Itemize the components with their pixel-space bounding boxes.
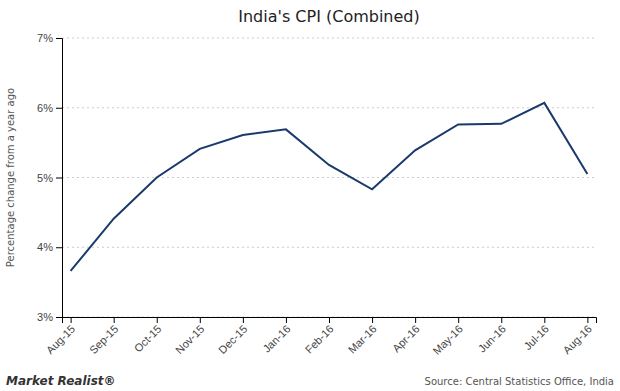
y-axis: 3% 4% 5% 6% 7% xyxy=(37,32,62,323)
x-tick-label: Jul-16 xyxy=(521,323,551,353)
x-tick-mark xyxy=(458,317,459,323)
x-tick-mark xyxy=(286,317,287,323)
source-note: Source: Central Statistics Office, India xyxy=(425,376,614,387)
x-tick-mark xyxy=(71,317,72,323)
y-tick-label: 6% xyxy=(37,102,53,114)
y-tick: 7% xyxy=(37,32,62,44)
grid-line xyxy=(62,177,596,178)
x-tick-label: Dec-15 xyxy=(216,323,250,357)
y-tick-mark xyxy=(56,108,62,109)
x-tick-mark xyxy=(501,317,502,323)
x-tick: Oct-15 xyxy=(132,317,164,354)
x-tick-label: Aug-16 xyxy=(561,323,595,357)
grid-line xyxy=(62,107,596,108)
y-tick-mark xyxy=(56,38,62,39)
x-tick-mark xyxy=(372,317,373,323)
y-tick: 5% xyxy=(37,172,62,184)
x-tick-label: Apr-16 xyxy=(390,323,422,355)
x-tick-label: Aug-15 xyxy=(44,323,78,357)
x-tick-label: Jun-16 xyxy=(476,323,508,355)
x-tick-label: Feb-16 xyxy=(303,323,336,356)
plot-area: 3% 4% 5% 6% 7% Aug-15 Sep-15 Oct-15 Nov-15 Dec-15… xyxy=(37,32,596,357)
x-tick-label: Sep-15 xyxy=(87,323,121,357)
x-tick-mark xyxy=(587,317,588,323)
chart-svg: 3% 4% 5% 6% 7% Aug-15 Sep-15 Oct-15 Nov-15 Dec-15… xyxy=(0,0,620,391)
x-tick: Nov-15 xyxy=(173,317,207,356)
x-tick-mark xyxy=(544,317,545,323)
x-tick-mark xyxy=(114,317,115,323)
x-tick-mark xyxy=(200,317,201,323)
x-tick: Dec-15 xyxy=(216,317,250,356)
x-tick: Aug-15 xyxy=(44,317,78,356)
y-axis-line xyxy=(56,39,63,318)
x-tick-label: Jan-16 xyxy=(260,323,292,355)
x-tick: Feb-16 xyxy=(303,317,336,356)
x-tick-mark xyxy=(243,317,244,323)
watermark: Market Realist® xyxy=(6,374,116,388)
chart-title: India's CPI (Combined) xyxy=(238,7,419,26)
grid xyxy=(62,38,596,317)
data-line xyxy=(71,103,588,271)
x-tick: May-16 xyxy=(430,317,464,357)
y-tick-mark xyxy=(56,178,62,179)
y-tick-label: 7% xyxy=(37,32,53,44)
x-tick: Sep-15 xyxy=(87,317,121,356)
x-tick-label: Nov-15 xyxy=(173,323,207,357)
y-tick-mark xyxy=(56,247,62,248)
x-tick: Aug-16 xyxy=(561,317,595,356)
x-tick-label: Oct-15 xyxy=(132,323,164,355)
y-tick: 4% xyxy=(37,241,62,253)
x-tick-mark xyxy=(329,317,330,323)
grid-line xyxy=(62,38,596,39)
x-tick-mark xyxy=(157,317,158,323)
marks xyxy=(71,103,588,271)
y-tick: 6% xyxy=(37,102,62,114)
y-tick: 3% xyxy=(37,311,62,323)
x-tick: Jun-16 xyxy=(476,317,508,355)
x-tick: Jul-16 xyxy=(521,317,551,352)
y-tick-label: 4% xyxy=(37,241,53,253)
chart-container: 3% 4% 5% 6% 7% Aug-15 Sep-15 Oct-15 Nov-15 Dec-15… xyxy=(0,0,620,391)
x-axis-line xyxy=(63,318,597,324)
grid-line xyxy=(62,247,596,248)
y-tick-label: 3% xyxy=(37,311,53,323)
y-axis-title: Percentage change from a year ago xyxy=(5,88,16,267)
y-tick-mark xyxy=(56,317,62,318)
x-tick-mark xyxy=(415,317,416,323)
x-tick: Apr-16 xyxy=(390,317,422,354)
x-tick-label: Mar-16 xyxy=(346,323,379,356)
y-tick-label: 5% xyxy=(37,172,53,184)
x-tick: Mar-16 xyxy=(346,317,379,356)
x-tick: Jan-16 xyxy=(260,317,292,355)
x-axis: Aug-15 Sep-15 Oct-15 Nov-15 Dec-15 Jan-16 Feb-… xyxy=(44,317,597,357)
x-tick-label: May-16 xyxy=(430,323,464,357)
